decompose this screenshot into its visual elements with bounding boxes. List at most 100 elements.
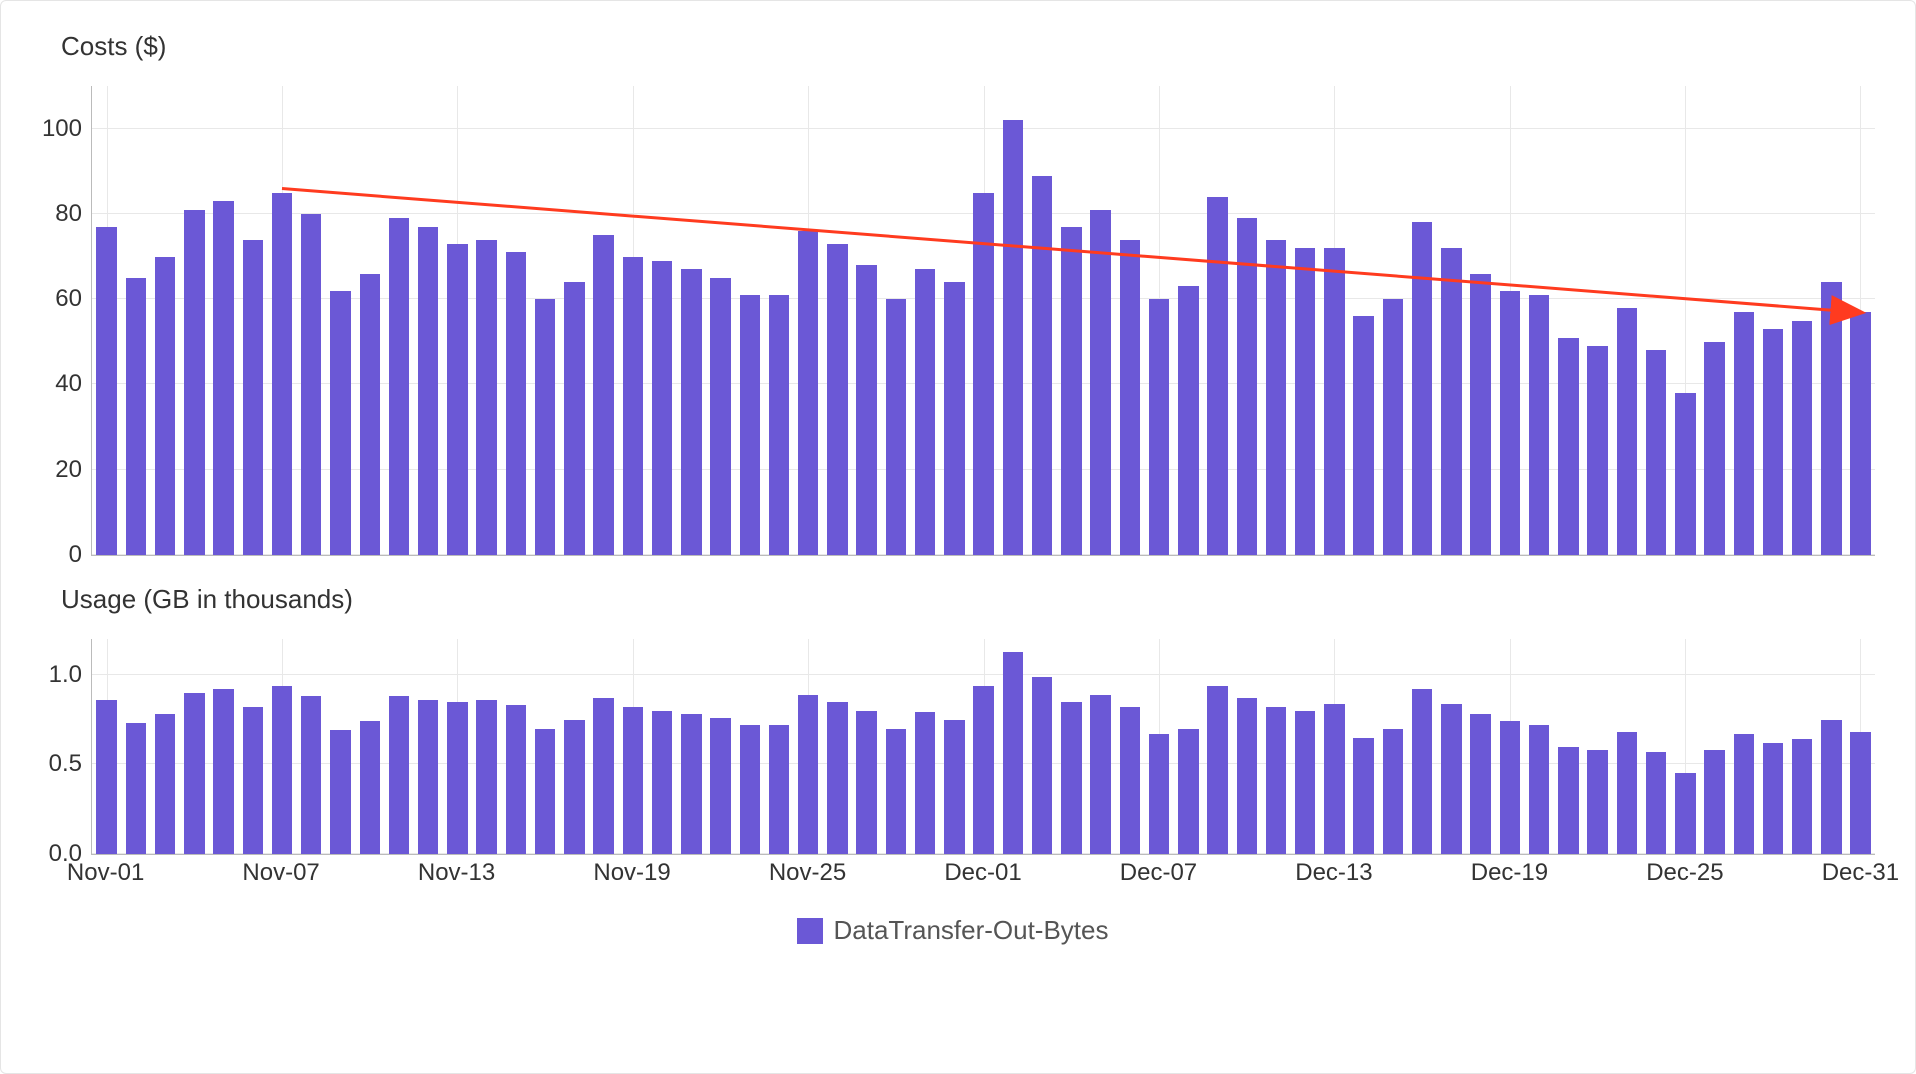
bar-slot — [1583, 639, 1612, 854]
legend-swatch — [797, 918, 823, 944]
cost-bar — [740, 295, 760, 555]
usage-bar — [1587, 750, 1607, 854]
bar-slot — [1115, 639, 1144, 854]
bar-slot — [881, 86, 910, 555]
cost-bar — [1734, 312, 1754, 555]
cost-bar — [681, 269, 701, 555]
cost-bar — [96, 227, 116, 555]
cost-bar — [418, 227, 438, 555]
usage-bar — [1617, 732, 1637, 854]
bar-slot — [209, 86, 238, 555]
cost-bar — [944, 282, 964, 555]
bar-slot — [969, 639, 998, 854]
cost-bar — [1383, 299, 1403, 555]
usage-bars — [92, 639, 1875, 854]
cost-bar — [126, 278, 146, 555]
cost-bar — [1587, 346, 1607, 555]
bar-slot — [1758, 639, 1787, 854]
bar-slot — [267, 639, 296, 854]
bar-slot — [531, 639, 560, 854]
bar-slot — [150, 86, 179, 555]
bar-slot — [1144, 86, 1173, 555]
usage-bar — [1529, 725, 1549, 854]
usage-plot: 0.00.51.0 — [91, 639, 1875, 855]
cost-bar — [1178, 286, 1198, 555]
bar-slot — [823, 639, 852, 854]
usage-bar — [856, 711, 876, 854]
cost-bar — [1061, 227, 1081, 555]
usage-bar — [564, 720, 584, 854]
bar-slot — [1495, 639, 1524, 854]
y-tick-label: 100 — [42, 115, 92, 143]
bar-slot — [1057, 86, 1086, 555]
cost-bar — [1324, 248, 1344, 555]
usage-bar — [1821, 720, 1841, 854]
y-tick-label: 60 — [55, 285, 92, 313]
cost-bar — [1441, 248, 1461, 555]
bar-slot — [998, 86, 1027, 555]
cost-bar — [1558, 338, 1578, 555]
bar-slot — [1349, 86, 1378, 555]
usage-bar — [126, 723, 146, 854]
bar-slot — [443, 86, 472, 555]
cost-bar — [769, 295, 789, 555]
bar-slot — [238, 639, 267, 854]
usage-bar — [1266, 707, 1286, 854]
bar-slot — [589, 86, 618, 555]
bar-slot — [647, 639, 676, 854]
usage-bar — [681, 714, 701, 854]
bar-slot — [998, 639, 1027, 854]
cost-bar — [652, 261, 672, 555]
costs-chart-area: 020406080100 — [91, 86, 1875, 556]
cost-bar — [1617, 308, 1637, 555]
cost-bar — [856, 265, 876, 555]
usage-bar — [827, 702, 847, 854]
bar-slot — [1700, 639, 1729, 854]
bar-slot — [823, 86, 852, 555]
bar-slot — [414, 86, 443, 555]
bar-slot — [1437, 639, 1466, 854]
usage-bar — [1120, 707, 1140, 854]
usage-bar — [389, 696, 409, 854]
cost-bar — [476, 240, 496, 556]
bar-slot — [764, 639, 793, 854]
cost-bar — [1295, 248, 1315, 555]
bar-slot — [1320, 639, 1349, 854]
cost-bar — [798, 231, 818, 555]
usage-bar — [1324, 704, 1344, 855]
usage-bar — [155, 714, 175, 854]
x-tick-label: Nov-07 — [242, 859, 319, 887]
usage-bar — [1704, 750, 1724, 854]
bar-slot — [1671, 639, 1700, 854]
cost-bar — [1149, 299, 1169, 555]
usage-bar — [1734, 734, 1754, 854]
bar-slot — [589, 639, 618, 854]
x-tick-label: Dec-07 — [1120, 859, 1197, 887]
bar-slot — [443, 639, 472, 854]
bar-slot — [472, 86, 501, 555]
bar-slot — [326, 86, 355, 555]
usage-bar — [1441, 704, 1461, 855]
cost-bar — [213, 201, 233, 555]
usage-bar — [301, 696, 321, 854]
usage-bar — [1295, 711, 1315, 854]
bar-slot — [297, 639, 326, 854]
bar-slot — [472, 639, 501, 854]
cost-bar — [272, 193, 292, 555]
usage-bar — [1207, 686, 1227, 854]
usage-chart-area: 0.00.51.0 — [91, 639, 1875, 855]
y-tick-label: 20 — [55, 456, 92, 484]
bar-slot — [180, 86, 209, 555]
usage-bar — [506, 705, 526, 854]
usage-title: Usage (GB in thousands) — [61, 584, 1885, 615]
usage-bar — [1646, 752, 1666, 854]
usage-bar — [1090, 695, 1110, 854]
bar-slot — [1232, 86, 1261, 555]
cost-bar — [1704, 342, 1724, 555]
cost-bar — [1266, 240, 1286, 556]
usage-bar — [1675, 773, 1695, 854]
y-tick-label: 40 — [55, 370, 92, 398]
usage-bar — [418, 700, 438, 854]
legend-label: DataTransfer-Out-Bytes — [833, 915, 1108, 946]
y-tick-label: 0 — [69, 541, 92, 569]
